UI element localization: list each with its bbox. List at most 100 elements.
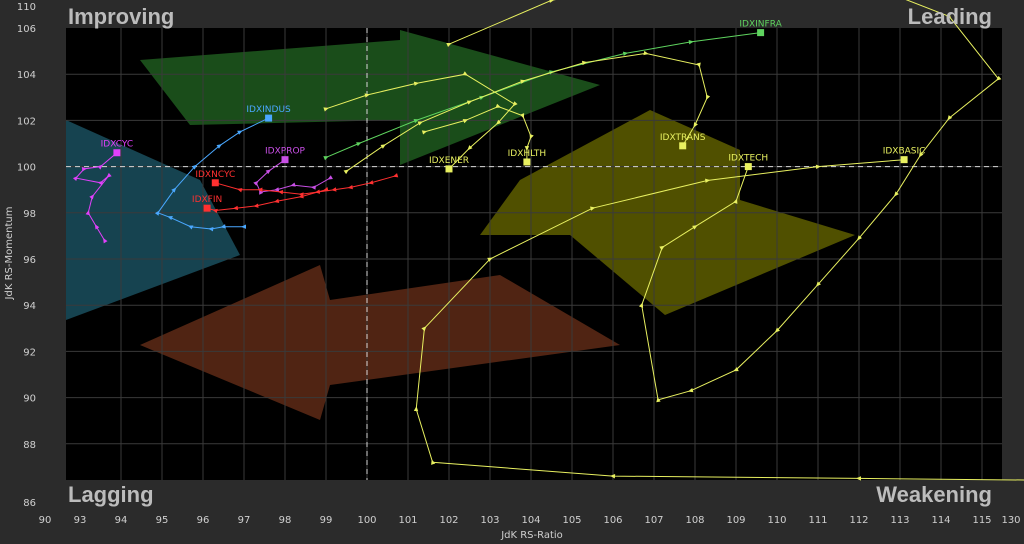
data-point-marker: [81, 166, 88, 172]
x-axis-ticks: 90 93 94 95 96 97 98 99 100 101 102 103 104 105 106 107…: [39, 515, 1021, 526]
data-point-marker: [347, 184, 353, 190]
data-point-marker: [590, 206, 596, 211]
data-point-marker: [273, 198, 280, 204]
series-head-marker: [445, 165, 453, 173]
data-point-marker: [529, 133, 534, 140]
y-axis-label: JdK RS-Momentum: [4, 207, 15, 301]
data-point-marker: [643, 50, 649, 56]
series-head-marker: [113, 149, 121, 157]
series-head-marker: [900, 156, 908, 164]
series-idxbasic: IDXBASIC: [413, 147, 1024, 481]
y-tick-label: 94: [23, 301, 36, 312]
y-tick-label: 104: [17, 70, 36, 81]
data-point-marker: [610, 474, 616, 479]
data-point-marker: [733, 198, 738, 204]
data-point-marker: [893, 191, 899, 197]
data-point-marker: [431, 459, 436, 465]
data-point-marker: [816, 281, 821, 287]
x-tick-label: 107: [644, 515, 663, 526]
series-idxfin: IDXFIN: [192, 187, 329, 214]
y-tick-label: 88: [23, 440, 36, 451]
data-point-marker: [103, 237, 108, 244]
quadrant-label-lagging: Lagging: [68, 482, 154, 507]
data-point-marker: [815, 164, 821, 169]
x-tick-label: 96: [197, 515, 210, 526]
data-point-marker: [520, 113, 525, 119]
data-point-marker: [277, 190, 284, 195]
data-point-marker: [331, 187, 337, 192]
series-path: [325, 32, 761, 158]
data-point-marker: [462, 119, 469, 124]
data-point-marker: [191, 164, 198, 170]
x-axis-label: JdK RS-Ratio: [500, 530, 563, 541]
series-path: [215, 175, 396, 195]
x-tick-label: 95: [156, 515, 169, 526]
data-point-marker: [413, 406, 419, 412]
data-point-marker: [89, 194, 95, 200]
data-point-marker: [216, 144, 222, 149]
data-point-marker: [298, 194, 304, 199]
data-point-marker: [343, 169, 349, 175]
y-tick-label: 90: [23, 394, 36, 405]
x-tick-label: 97: [238, 515, 251, 526]
series-head-marker: [523, 158, 531, 166]
data-point-marker: [310, 185, 316, 190]
data-point-marker: [692, 225, 698, 230]
x-tick-label: 93: [74, 515, 87, 526]
data-point-marker: [774, 327, 780, 333]
data-point-marker: [656, 396, 661, 403]
x-tick-label: 111: [808, 515, 827, 526]
x-tick-label: 108: [685, 515, 704, 526]
data-point-marker: [622, 51, 629, 56]
series-idxncyc: IDXNCYC: [195, 170, 399, 197]
data-point-marker: [512, 101, 518, 107]
data-point-marker: [241, 224, 246, 229]
data-point-marker: [693, 122, 698, 128]
lagging-arrow-shape: [140, 265, 620, 420]
improving-arrow-shape: [66, 120, 240, 320]
data-point-marker: [106, 172, 112, 178]
data-point-marker: [273, 187, 280, 192]
data-point-marker: [356, 142, 362, 147]
data-point-marker: [323, 187, 329, 192]
data-point-marker: [253, 180, 259, 186]
data-point-marker: [237, 188, 243, 193]
data-point-marker: [467, 145, 473, 151]
data-point-marker: [947, 115, 953, 121]
series-label: IDXTRANS: [660, 133, 706, 143]
series-label: IDXCYC: [101, 140, 134, 150]
x-tick-label: 109: [726, 515, 745, 526]
data-point-marker: [996, 75, 1002, 81]
series-label: IDXENER: [429, 156, 469, 166]
data-point-marker: [462, 71, 468, 76]
x-tick-label: 106: [603, 515, 622, 526]
data-point-marker: [368, 180, 374, 185]
series-head-marker: [679, 142, 687, 150]
series-idxhlth: IDXHLTH: [421, 103, 546, 166]
data-point-marker: [581, 60, 588, 66]
data-point-marker: [696, 62, 701, 68]
data-point-marker: [171, 187, 177, 193]
x-tick-label: 101: [398, 515, 417, 526]
data-point-marker: [857, 235, 862, 241]
data-point-marker: [212, 208, 218, 214]
y-tick-label: 86: [23, 498, 36, 509]
data-point-marker: [495, 119, 502, 125]
y-tick-label: 100: [17, 163, 36, 174]
data-point-marker: [487, 257, 493, 262]
x-tick-label: 112: [849, 515, 868, 526]
y-tick-label: 98: [23, 209, 36, 220]
data-point-marker: [380, 144, 386, 149]
series-label: IDXINFRA: [739, 20, 782, 30]
x-tick-label: 114: [931, 515, 950, 526]
data-point-marker: [706, 94, 711, 101]
series-head-marker: [211, 179, 219, 187]
data-point-marker: [495, 103, 502, 108]
series-idxtrans: IDXTRANS: [343, 50, 711, 175]
x-tick-label: 100: [357, 515, 376, 526]
data-point-marker: [856, 476, 862, 481]
data-point-marker: [417, 121, 424, 126]
data-point-marker: [413, 118, 420, 124]
data-point-marker: [220, 224, 226, 229]
